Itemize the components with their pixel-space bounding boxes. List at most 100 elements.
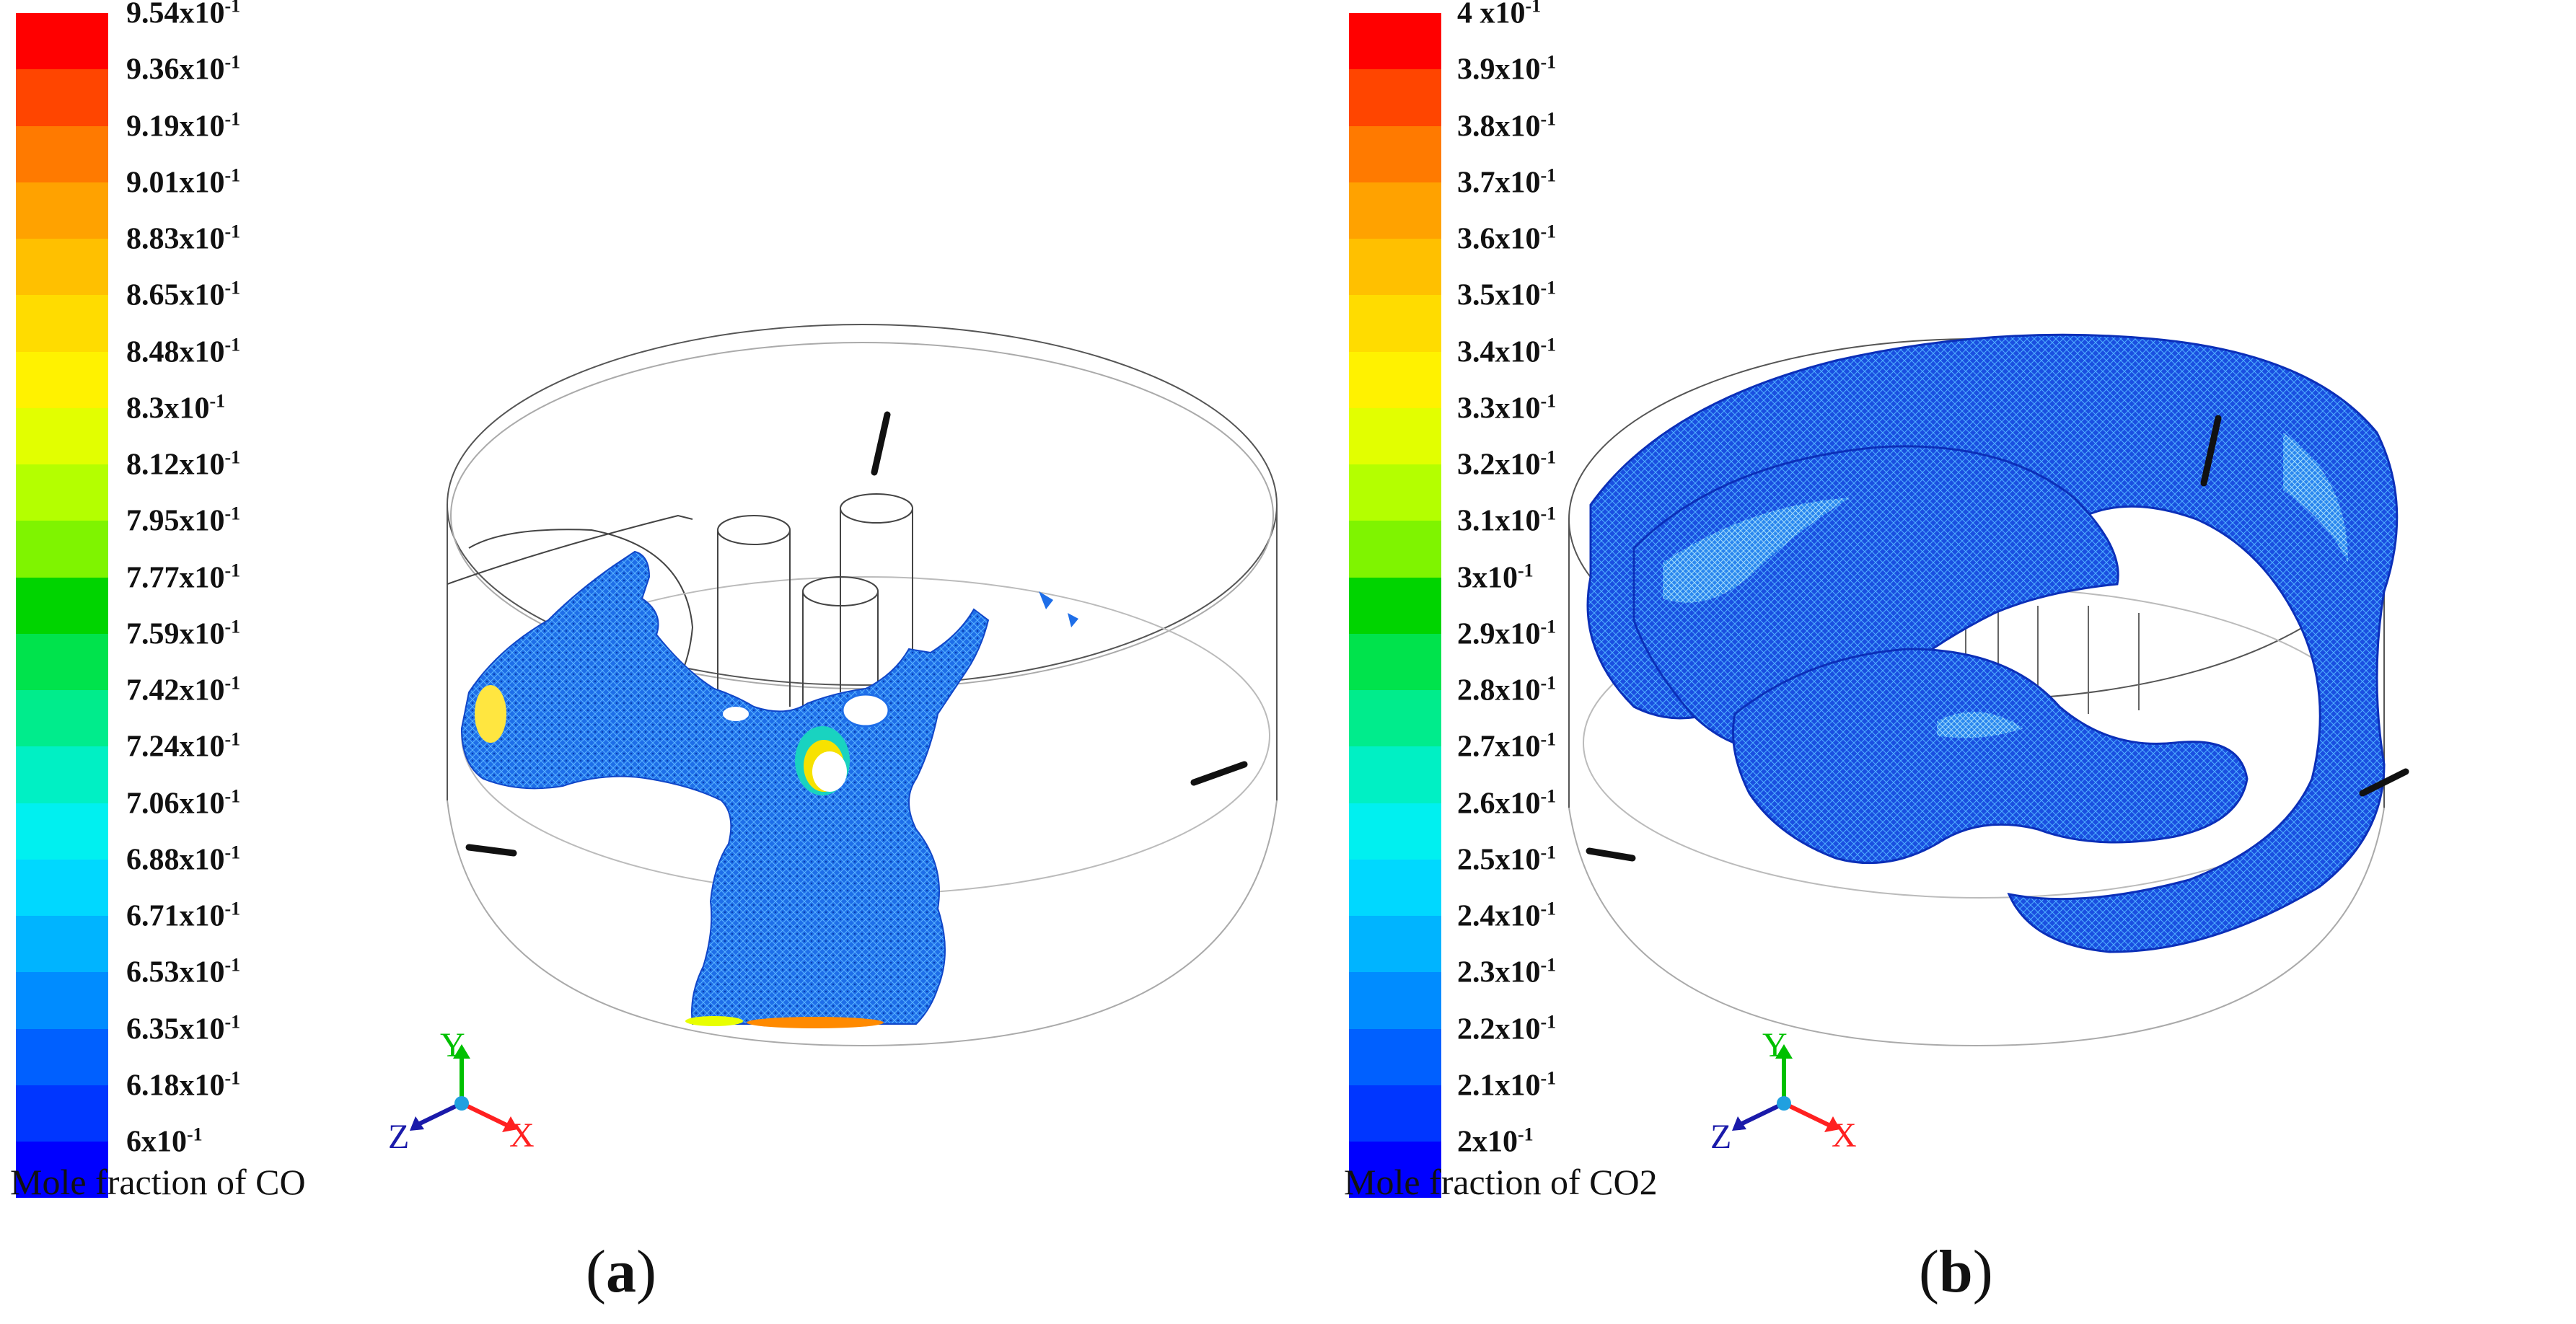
colorbar-segment bbox=[1349, 972, 1441, 1029]
colorbar-segment bbox=[16, 239, 108, 296]
colorbar-segment bbox=[16, 746, 108, 803]
colorbar-tick-label: 9.54x10-1 bbox=[126, 0, 241, 30]
colorbar-segment bbox=[1349, 351, 1441, 408]
colorbar-tick-label: 2.5x10-1 bbox=[1457, 842, 1557, 877]
colorbar-tick-label: 4 x10-1 bbox=[1457, 0, 1542, 30]
colorbar-segment bbox=[1349, 69, 1441, 126]
colorbar-segment bbox=[16, 407, 108, 464]
contour-plot-a: Y X Z bbox=[388, 324, 1278, 1156]
colorbar-segment bbox=[16, 295, 108, 352]
colorbar-segment bbox=[16, 464, 108, 521]
colorbar-segment bbox=[16, 521, 108, 578]
lances-a bbox=[465, 411, 1248, 857]
co2-swirl-lower bbox=[1732, 648, 2248, 865]
colorbar-segment bbox=[16, 1028, 108, 1085]
axis-x-label: X bbox=[509, 1116, 535, 1155]
colorbar-tick-label: 6.88x10-1 bbox=[126, 842, 241, 877]
colorbar-tick-label: 9.36x10-1 bbox=[126, 51, 241, 87]
colorbar-tick-label: 2.3x10-1 bbox=[1457, 954, 1557, 989]
colorbar-tick-label: 9.01x10-1 bbox=[126, 164, 241, 200]
colorbar-segment bbox=[16, 1142, 108, 1199]
contour-plot-b: Y X Z bbox=[1568, 333, 2409, 1156]
colorbar-tick-label: 6.53x10-1 bbox=[126, 954, 241, 989]
colorbar-title-a: Mole fraction of CO bbox=[10, 1162, 306, 1202]
colorbar-segment bbox=[1349, 1085, 1441, 1142]
colorbar-segment bbox=[16, 125, 108, 182]
colorbar-segment bbox=[16, 351, 108, 408]
colorbar-tick-label: 7.95x10-1 bbox=[126, 503, 241, 538]
colorbar-segment bbox=[1349, 859, 1441, 916]
colorbar-tick-label: 2.1x10-1 bbox=[1457, 1067, 1557, 1103]
colorbar-segment bbox=[1349, 125, 1441, 182]
colorbar-segment bbox=[1349, 633, 1441, 690]
co-plume bbox=[460, 550, 990, 1025]
colorbar-tick-label: 8.65x10-1 bbox=[126, 277, 241, 312]
colorbar-tick-label: 7.77x10-1 bbox=[126, 560, 241, 594]
colorbar-segment bbox=[1349, 746, 1441, 803]
colorbar-segment bbox=[16, 690, 108, 747]
colorbar-tick-label: 3.3x10-1 bbox=[1457, 390, 1557, 425]
colorbar-segment bbox=[1349, 182, 1441, 239]
colorbar-a-labels: 9.54x10-1 9.36x10-1 9.19x10-1 9.01x10-1 8.83… bbox=[126, 0, 458, 1159]
colorbar-tick-label: 8.3x10-1 bbox=[126, 390, 226, 425]
axis-triad-b: Y X Z bbox=[1710, 1026, 1857, 1156]
colorbar-segment bbox=[1349, 690, 1441, 747]
colorbar-segment bbox=[16, 859, 108, 916]
colorbar-segment bbox=[16, 803, 108, 860]
colorbar-segment bbox=[1349, 916, 1441, 973]
colorbar-tick-label: 2.2x10-1 bbox=[1457, 1011, 1557, 1046]
colorbar-tick-label: 8.83x10-1 bbox=[126, 221, 241, 256]
colorbar-tick-label: 7.42x10-1 bbox=[126, 672, 241, 707]
colorbar-b-labels: 4 x10-1 3.9x10-1 3.8x10-1 3.7x10-1 3.6x10-1 3… bbox=[1457, 0, 1789, 1159]
colorbar-title-b: Mole fraction of CO2 bbox=[1344, 1162, 1658, 1202]
colorbar-a bbox=[16, 13, 108, 1199]
colorbar-tick-label: 3.5x10-1 bbox=[1457, 277, 1557, 312]
colorbar-tick-label: 3.4x10-1 bbox=[1457, 334, 1557, 368]
colorbar-segment bbox=[1349, 1142, 1441, 1199]
colorbar-tick-label: 3.2x10-1 bbox=[1457, 446, 1557, 482]
axis-x-label: X bbox=[1832, 1116, 1857, 1155]
plume-fragments-a bbox=[1039, 591, 1078, 627]
colorbar-segment bbox=[1349, 464, 1441, 521]
colorbar-segment bbox=[16, 633, 108, 690]
axis-z-label: Z bbox=[388, 1118, 409, 1156]
axis-triad-a: Y X Z bbox=[388, 1026, 535, 1156]
caption-b: (b) bbox=[1919, 1238, 1993, 1305]
colorbar-segment bbox=[1349, 295, 1441, 352]
colorbar-tick-label: 6.18x10-1 bbox=[126, 1067, 241, 1103]
panel-a: 9.54x10-1 9.36x10-1 9.19x10-1 9.01x10-1 8.83… bbox=[10, 0, 1278, 1305]
colorbar-tick-label: 2.9x10-1 bbox=[1457, 616, 1557, 651]
colorbar-segment bbox=[16, 577, 108, 634]
colorbar-segment bbox=[16, 972, 108, 1029]
colorbar-b bbox=[1349, 13, 1441, 1199]
colorbar-segment bbox=[1349, 407, 1441, 464]
colorbar-tick-label: 9.19x10-1 bbox=[126, 108, 241, 143]
colorbar-tick-label: 8.48x10-1 bbox=[126, 334, 241, 368]
axis-y-label: Y bbox=[1762, 1026, 1788, 1064]
colorbar-tick-label: 7.06x10-1 bbox=[126, 785, 241, 820]
colorbar-tick-label: 6.71x10-1 bbox=[126, 898, 241, 933]
colorbar-tick-label: 3.9x10-1 bbox=[1457, 51, 1557, 87]
colorbar-tick-label: 2x10-1 bbox=[1457, 1124, 1534, 1159]
colorbar-segment bbox=[1349, 239, 1441, 296]
colorbar-tick-label: 8.12x10-1 bbox=[126, 446, 241, 482]
caption-a: (a) bbox=[586, 1238, 656, 1305]
colorbar-tick-label: 6x10-1 bbox=[126, 1124, 203, 1159]
caption-b-letter: b bbox=[1938, 1238, 1973, 1305]
colorbar-tick-label: 3.6x10-1 bbox=[1457, 221, 1557, 256]
colorbar-segment bbox=[1349, 577, 1441, 634]
colorbar-tick-label: 3.8x10-1 bbox=[1457, 108, 1557, 143]
colorbar-segment bbox=[1349, 1028, 1441, 1085]
colorbar-tick-label: 3.7x10-1 bbox=[1457, 164, 1557, 200]
colorbar-tick-label: 2.4x10-1 bbox=[1457, 898, 1557, 933]
colorbar-segment bbox=[16, 182, 108, 239]
colorbar-segment bbox=[1349, 13, 1441, 70]
colorbar-segment bbox=[1349, 803, 1441, 860]
colorbar-tick-label: 3x10-1 bbox=[1457, 560, 1534, 594]
axis-z-label: Z bbox=[1710, 1118, 1731, 1156]
colorbar-tick-label: 7.24x10-1 bbox=[126, 728, 241, 764]
colorbar-tick-label: 2.6x10-1 bbox=[1457, 785, 1557, 820]
colorbar-segment bbox=[16, 1085, 108, 1142]
colorbar-segment bbox=[16, 13, 108, 70]
colorbar-segment bbox=[16, 916, 108, 973]
